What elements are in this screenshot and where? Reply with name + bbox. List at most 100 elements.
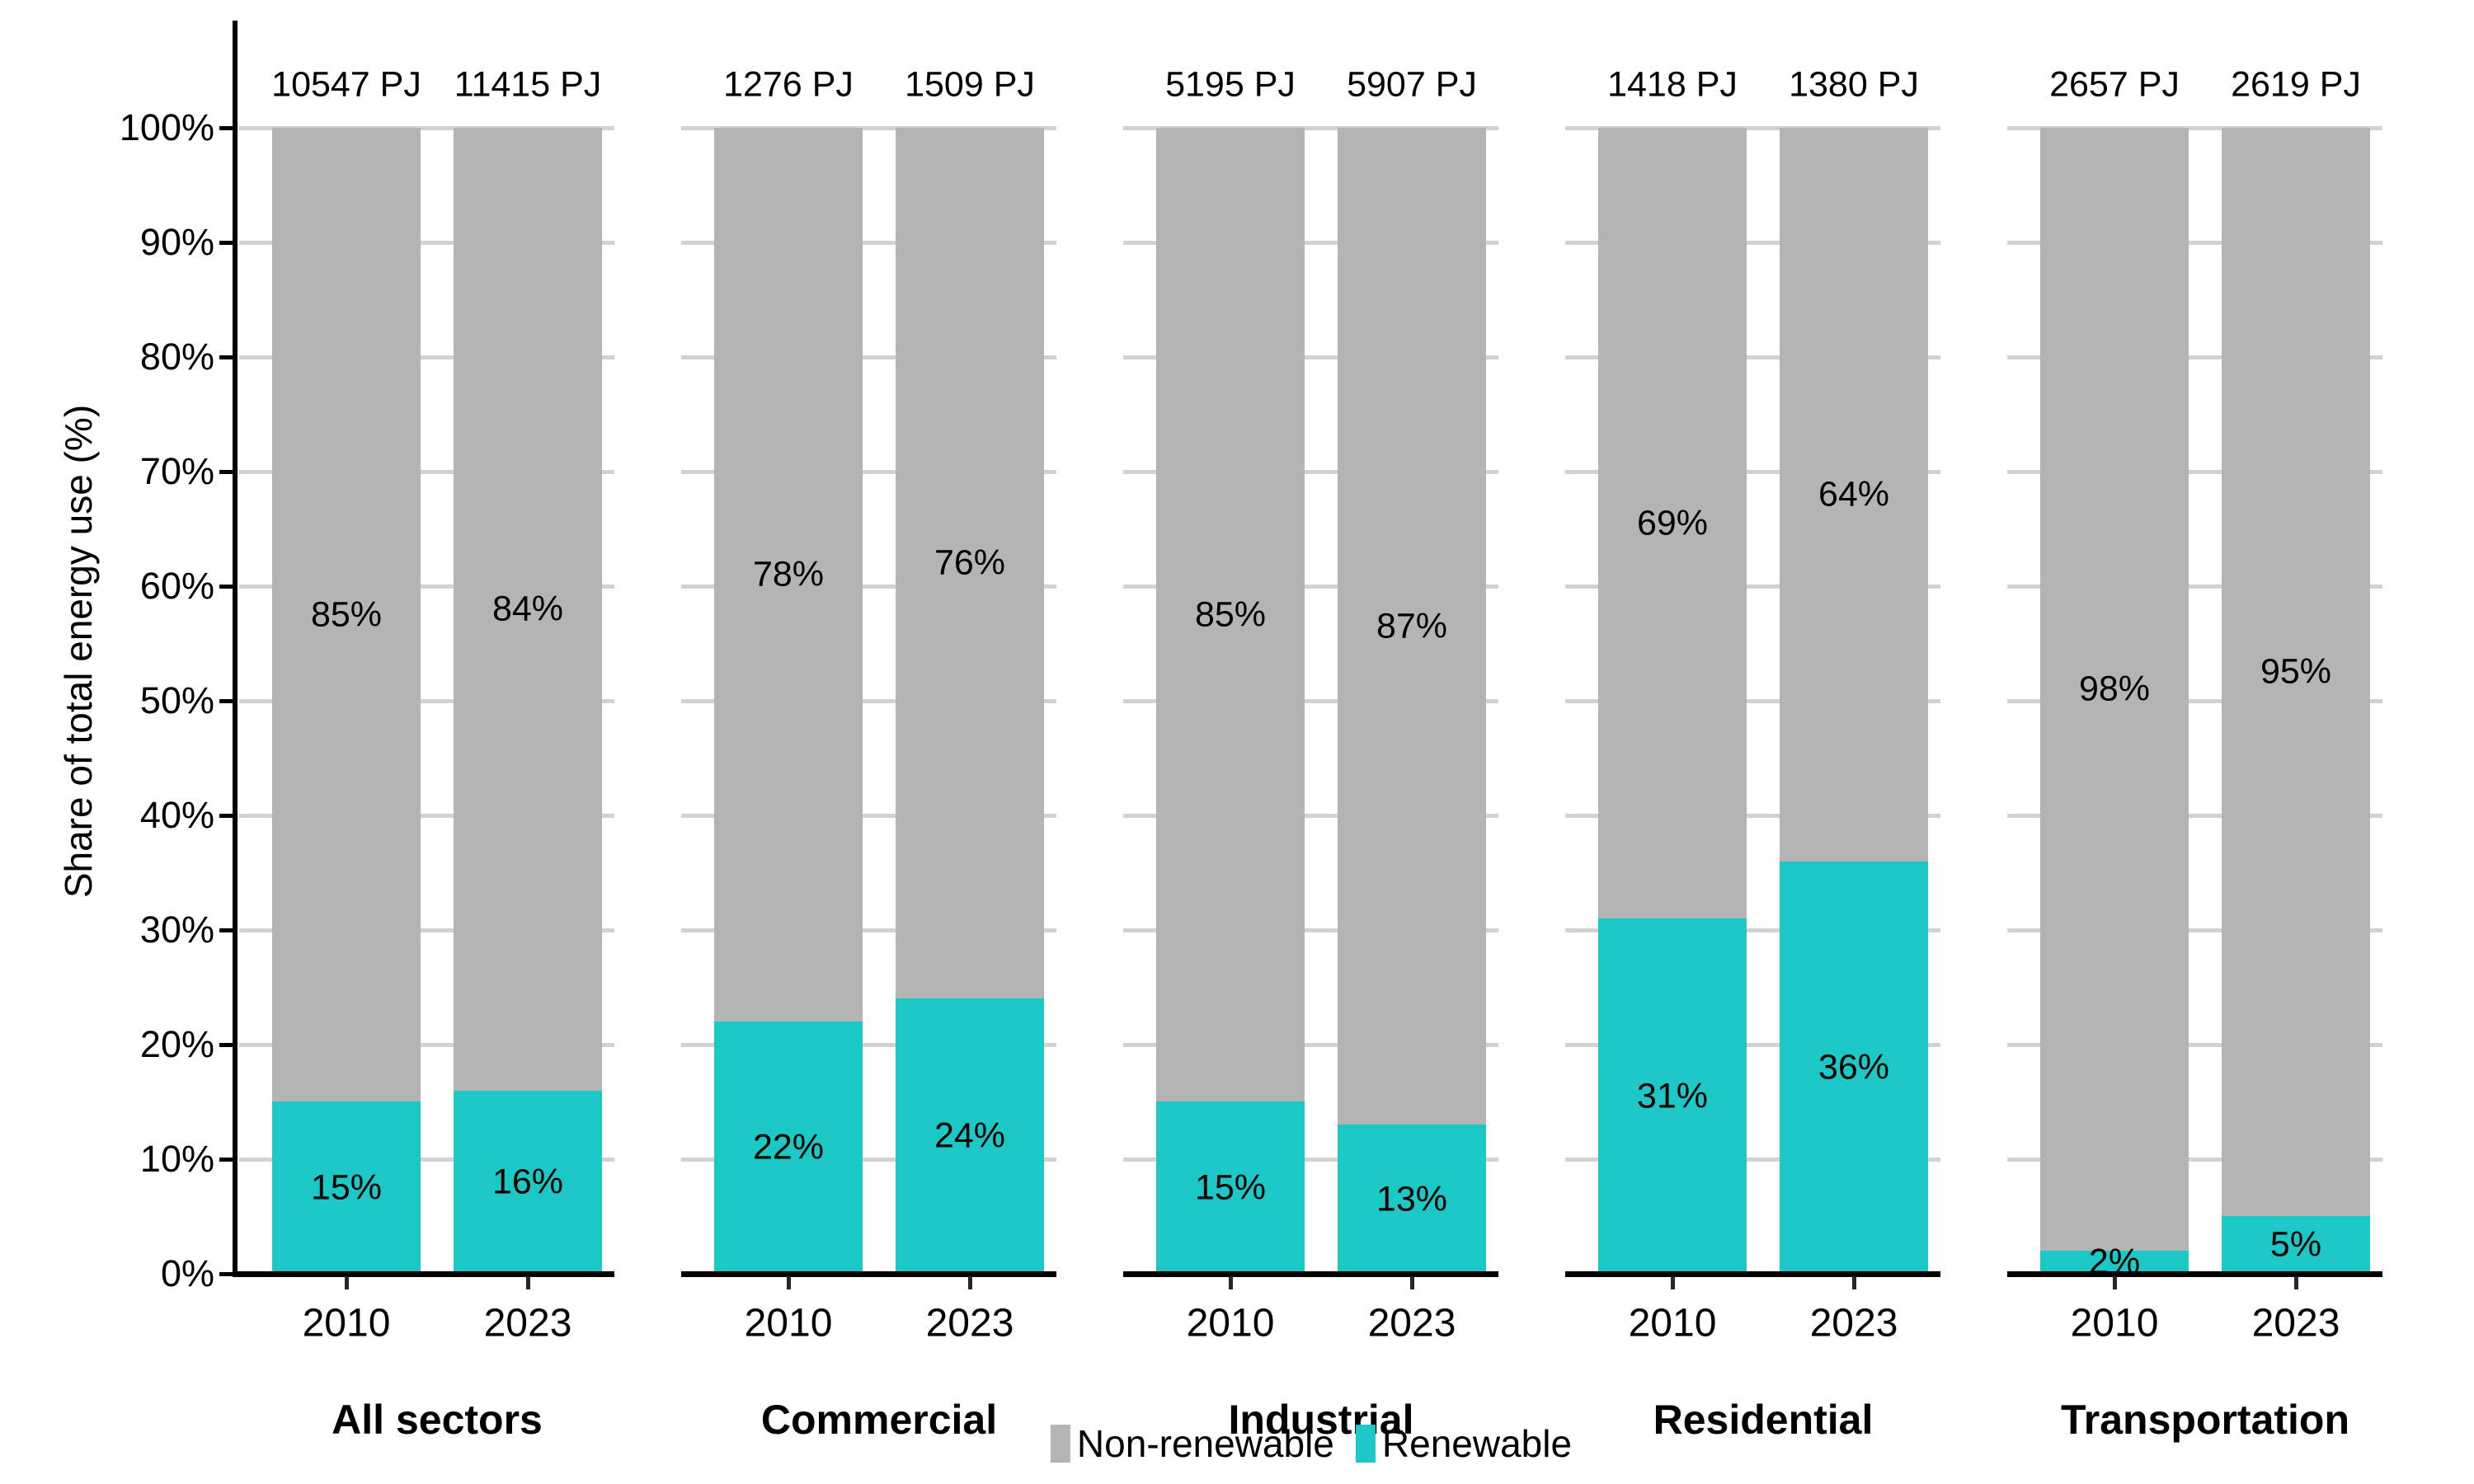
y-tick-mark <box>219 585 233 589</box>
gridline <box>1565 814 1940 818</box>
x-tick-mark <box>345 1276 349 1289</box>
x-tick-label: 2023 <box>1367 1301 1456 1345</box>
segment-label-nonrenewable: 95% <box>2260 651 2332 692</box>
facet-panel: 10547 PJ 85% 15% 2010 11415 PJ 84% 16% 2023 All … <box>233 0 614 1484</box>
x-tick-label: 2023 <box>925 1301 1014 1345</box>
gridline <box>1565 699 1940 703</box>
gridline <box>681 470 1056 474</box>
bar-segment-renewable <box>1598 918 1747 1274</box>
x-tick-mark <box>1671 1276 1675 1289</box>
bar-segment-renewable <box>2040 1251 2189 1274</box>
y-axis-spine <box>233 21 238 1276</box>
bar-segment-renewable <box>454 1091 602 1274</box>
y-tick-mark <box>219 928 233 932</box>
x-tick-mark <box>1852 1276 1856 1289</box>
bar-segment-nonrenewable <box>1156 128 1305 1274</box>
gridline <box>681 126 1056 130</box>
gridline <box>1123 814 1498 818</box>
gridline <box>239 1158 614 1162</box>
bar-segment-renewable <box>1780 862 1928 1274</box>
gridline <box>239 470 614 474</box>
gridline <box>1565 585 1940 589</box>
segment-label-nonrenewable: 76% <box>934 542 1006 583</box>
y-tick-label: 20% <box>139 1023 214 1065</box>
gridline <box>1123 355 1498 359</box>
y-tick-mark <box>219 699 233 703</box>
x-tick-label: 2010 <box>1186 1301 1275 1345</box>
x-tick-mark <box>1410 1276 1414 1289</box>
segment-label-renewable: 13% <box>1376 1179 1448 1219</box>
bar-segment-renewable <box>2222 1216 2370 1274</box>
gridline <box>2007 928 2382 932</box>
bar-total-label: 11415 PJ <box>454 64 602 105</box>
y-tick-label: 70% <box>139 450 214 492</box>
gridline <box>1565 241 1940 245</box>
gridline <box>2007 126 2382 130</box>
gridline <box>2007 355 2382 359</box>
gridline <box>1123 1043 1498 1047</box>
facet-title: Transportation <box>2060 1397 2350 1443</box>
bar-segment-renewable <box>272 1101 421 1274</box>
gridline <box>239 585 614 589</box>
y-tick-label: 10% <box>139 1138 214 1180</box>
segment-label-nonrenewable: 87% <box>1376 606 1448 646</box>
gridline <box>239 699 614 703</box>
x-tick-label: 2023 <box>483 1301 572 1345</box>
bar-segment-renewable <box>896 998 1044 1274</box>
gridline <box>681 814 1056 818</box>
x-axis-line <box>2007 1271 2382 1277</box>
legend: Non-renewable Renewable <box>1050 1421 1572 1466</box>
gridline <box>239 241 614 245</box>
segment-label-renewable: 24% <box>934 1115 1006 1156</box>
gridline <box>2007 814 2382 818</box>
bar-segment-nonrenewable <box>2040 128 2189 1274</box>
gridline <box>239 928 614 932</box>
facet-panel: 1418 PJ 69% 31% 2010 1380 PJ 64% 36% 2023 Reside… <box>1565 0 1940 1484</box>
y-tick-mark <box>219 241 233 245</box>
y-tick-label: 0% <box>160 1252 214 1294</box>
x-tick-label: 2010 <box>302 1301 391 1345</box>
facet-panel: 2657 PJ 98% 2% 2010 2619 PJ 95% 5% 2023 Transpor… <box>2007 0 2382 1484</box>
segment-label-renewable: 5% <box>2269 1224 2322 1265</box>
segment-label-renewable: 22% <box>752 1127 825 1167</box>
bar-segment-nonrenewable <box>454 128 602 1274</box>
segment-label-nonrenewable: 85% <box>1194 594 1267 635</box>
gridline <box>1565 928 1940 932</box>
gridline <box>239 355 614 359</box>
segment-label-renewable: 2% <box>2088 1242 2141 1282</box>
y-tick-label: 100% <box>119 106 214 148</box>
bar-total-label: 5195 PJ <box>1165 64 1296 105</box>
gridline <box>1123 699 1498 703</box>
facet-panel: 5195 PJ 85% 15% 2010 5907 PJ 87% 13% 2023 Indust… <box>1123 0 1498 1484</box>
segment-label-renewable: 36% <box>1818 1047 1890 1087</box>
segment-label-renewable: 15% <box>310 1167 383 1208</box>
y-tick-mark <box>219 1043 233 1047</box>
gridline <box>1123 126 1498 130</box>
segment-label-renewable: 31% <box>1636 1076 1709 1116</box>
gridline <box>1565 126 1940 130</box>
y-tick-label: 90% <box>139 221 214 263</box>
gridline <box>1123 241 1498 245</box>
x-tick-label: 2023 <box>1809 1301 1898 1345</box>
gridline <box>239 814 614 818</box>
gridline <box>1123 585 1498 589</box>
bar-total-label: 1418 PJ <box>1607 64 1738 105</box>
segment-label-renewable: 15% <box>1194 1167 1267 1208</box>
x-tick-mark <box>787 1276 791 1289</box>
gridline <box>239 1043 614 1047</box>
bar-total-label: 2619 PJ <box>2231 64 2361 105</box>
y-tick-label: 60% <box>139 565 214 607</box>
x-axis-line <box>233 1271 614 1277</box>
bar-total-label: 1380 PJ <box>1789 64 1919 105</box>
x-tick-mark <box>2294 1276 2298 1289</box>
y-tick-label: 50% <box>139 679 214 721</box>
facet-panel: 1276 PJ 78% 22% 2010 1509 PJ 76% 24% 2023 Commer… <box>681 0 1056 1484</box>
bar-total-label: 1509 PJ <box>905 64 1035 105</box>
gridline <box>1565 1158 1940 1162</box>
bar-segment-nonrenewable <box>272 128 421 1274</box>
y-tick-mark <box>219 355 233 359</box>
facet-title: All sectors <box>332 1397 543 1443</box>
bar-total-label: 1276 PJ <box>723 64 854 105</box>
gridline <box>1123 470 1498 474</box>
